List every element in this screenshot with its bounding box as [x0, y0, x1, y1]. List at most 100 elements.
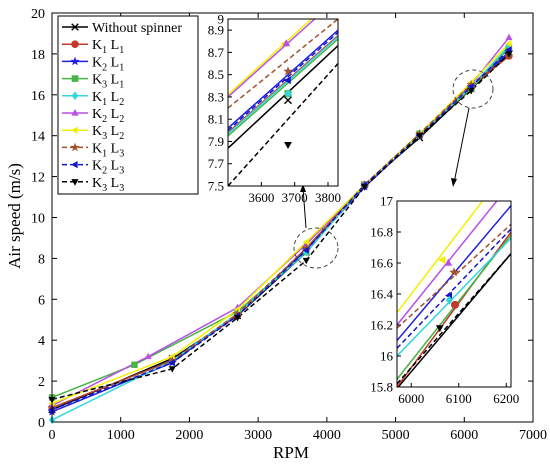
inset-x-tick-label: 6000 — [398, 391, 424, 406]
x-tick-label: 0 — [49, 428, 56, 443]
inset-y-tick-label: 8.5 — [208, 67, 224, 82]
inset-point — [450, 300, 459, 309]
inset-plot — [228, 19, 338, 186]
series-line-7 — [51, 55, 510, 409]
series-8-point — [168, 359, 175, 367]
x-tick-label: 7000 — [519, 428, 547, 443]
inset-background — [397, 201, 511, 387]
x-tick-label: 5000 — [382, 428, 410, 443]
legend-marker — [71, 109, 79, 116]
inset-x-tick-label: 3800 — [315, 190, 341, 205]
legend-item: K3 L1 — [62, 73, 124, 91]
zoom-circles — [293, 69, 494, 269]
inset-point — [283, 76, 291, 85]
series-9-point — [505, 51, 513, 58]
y-tick-label: 20 — [31, 7, 45, 22]
inset-line — [228, 36, 338, 135]
legend-item: K1 L2 — [62, 90, 124, 108]
zoom-circle-3700 — [293, 227, 339, 269]
inset-zoom-3700: 3600 3700 3800 7.5 7.7 7.9 8.1 8.3 8.5 8.7 8.99 — [208, 12, 341, 206]
y-tick-label: 14 — [31, 130, 45, 145]
inset-y-tick-label: 8.3 — [208, 89, 224, 104]
series-8-point — [302, 246, 309, 254]
series-6-point — [48, 400, 55, 408]
inset-zoom-6100: 6000 6100 6200 15.8 16 16.2 16.4 16.6 16.8 17 — [370, 194, 519, 407]
x-tick-label: 1000 — [107, 428, 135, 443]
inset-y-tick-label: 16.6 — [370, 256, 393, 271]
legend-label: K3 L3 — [92, 176, 124, 194]
legend-marker — [71, 126, 78, 134]
x-tick-label: 3000 — [244, 428, 272, 443]
legend-marker — [71, 91, 79, 101]
legend-label: K2 L1 — [92, 55, 124, 73]
inset-point — [437, 256, 445, 264]
inset-line — [228, 35, 338, 134]
y-tick-label: 2 — [38, 375, 45, 390]
inset-line — [228, 45, 338, 149]
legend-item: K3 L3 — [62, 176, 124, 194]
y-tick-label: 10 — [31, 212, 45, 227]
legend-item: K2 L1 — [62, 55, 124, 73]
x-axis-title: RPM — [273, 443, 309, 462]
series-6-point — [233, 306, 241, 314]
legend-item: K1 L3 — [62, 141, 124, 159]
zoom-arrowhead-3700 — [300, 184, 306, 192]
series-9-point — [168, 366, 176, 373]
legend-marker — [71, 179, 79, 186]
series-9-point — [302, 257, 310, 265]
series-5-point — [505, 33, 513, 41]
inset-line — [397, 223, 511, 329]
main-plot — [47, 33, 514, 425]
inset-point — [282, 39, 291, 47]
series-9-point — [416, 133, 424, 140]
inset-line — [228, 63, 338, 186]
legend-marker — [71, 40, 79, 49]
legend-label: K1 L2 — [92, 90, 124, 108]
y-axis-title: Air speed (m/s) — [5, 163, 24, 269]
series-9-point — [361, 184, 369, 191]
y-tick-label: 8 — [38, 252, 45, 267]
legend-item: K2 L2 — [62, 107, 124, 125]
inset-line — [397, 201, 484, 314]
x-tick-label: 6000 — [450, 428, 478, 443]
inset-line — [397, 253, 511, 387]
series-line-6 — [51, 43, 510, 405]
legend-label: K3 L1 — [92, 73, 124, 91]
inset-y-tick-label: 15.8 — [370, 380, 393, 395]
inset-x-tick-label: 3600 — [248, 190, 274, 205]
legend-marker — [71, 160, 78, 169]
inset-plot — [397, 201, 511, 387]
inset-point — [435, 325, 444, 333]
series-5-point — [144, 352, 152, 360]
inset-y-tick-label: 8.7 — [208, 45, 225, 60]
series-line-9 — [51, 53, 510, 401]
legend-label: K2 L3 — [92, 159, 124, 177]
inset-point — [444, 258, 453, 266]
inset-y-tick-label: 16.8 — [370, 225, 393, 240]
inset-line — [228, 19, 312, 96]
x-tick-label: 2000 — [175, 428, 203, 443]
inset-x-tick-label: 6200 — [493, 391, 519, 406]
y-tick-label: 12 — [31, 171, 45, 186]
y-tick-label: 18 — [31, 48, 45, 63]
legend-label: Without spinner — [92, 21, 182, 36]
inset-y-tick-label: 8.9 — [208, 23, 224, 38]
legend-item: K2 L3 — [62, 159, 124, 177]
inset-line — [228, 31, 338, 131]
legend-box — [57, 15, 199, 195]
inset-point — [283, 66, 293, 76]
inset-point — [284, 96, 292, 105]
series-6-point — [168, 353, 175, 361]
y-tick-label: 16 — [31, 89, 45, 104]
legend-label: K3 L2 — [92, 124, 124, 142]
legend-label: K1 L1 — [92, 38, 124, 56]
inset-line — [228, 29, 338, 129]
inset-line — [228, 19, 316, 98]
inset-x-tick-label: 3700 — [282, 190, 308, 205]
series-3-point — [131, 361, 138, 368]
y-tick-label: 6 — [38, 293, 45, 308]
inset-y-tick-label: 17 — [380, 194, 394, 209]
series-9-point — [467, 88, 475, 95]
